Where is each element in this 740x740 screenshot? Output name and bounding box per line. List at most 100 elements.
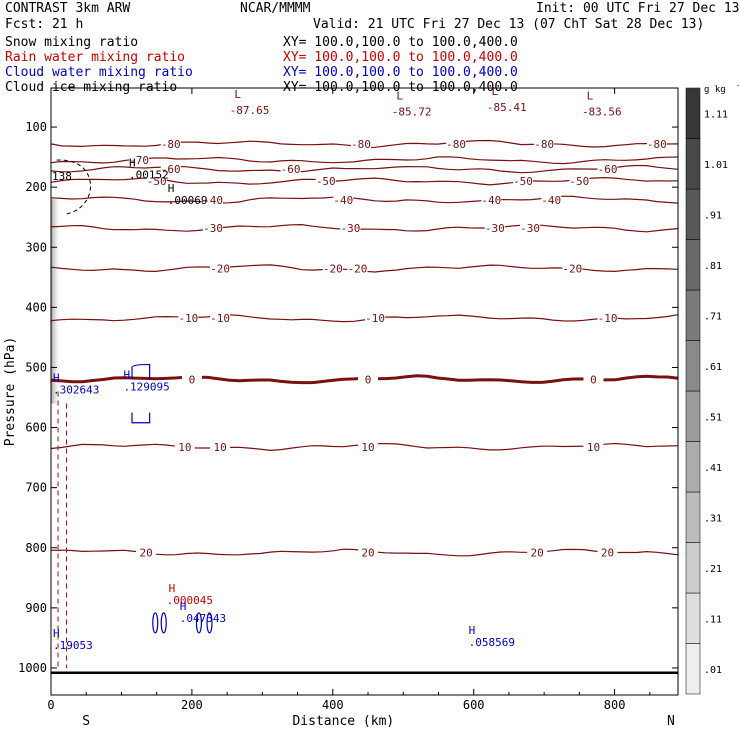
y-tick-label: 300: [25, 240, 47, 254]
field-name-rain: Rain water mixing ratio: [5, 50, 186, 65]
x-tick-label: 400: [322, 698, 344, 712]
snow-high-marker: H: [129, 156, 136, 169]
colorbar-label: .71: [704, 311, 722, 322]
contour-label: -10: [598, 312, 618, 325]
colorbar-label: .81: [704, 261, 722, 272]
contour-label-mask: [562, 262, 583, 275]
colorbar-label: 1.01: [704, 160, 728, 171]
low-center-marker: L: [492, 85, 499, 98]
y-tick-label: 500: [25, 360, 47, 374]
low-center-marker: L: [396, 89, 403, 102]
cloud-water-contour: [195, 612, 203, 634]
contour-label-mask: [350, 137, 371, 150]
contour-label: -30: [520, 222, 540, 235]
contour-label-mask: [484, 222, 505, 235]
contour-label: 10: [178, 441, 191, 454]
contour-label: 0: [590, 373, 597, 386]
contour-label: -50: [147, 175, 167, 188]
cloud-water-contour: [131, 412, 151, 424]
cloud-water-contour: [152, 612, 159, 634]
cloud-water-high-marker: H: [53, 371, 60, 384]
contour-line-minus70: [50, 156, 679, 165]
colorbar-swatch: [685, 87, 701, 139]
colorbar-label: .31: [704, 513, 722, 524]
cloud-water-high-value: .302643: [53, 383, 99, 396]
contour-label-mask: [646, 137, 667, 150]
colorbar-label: .21: [704, 564, 722, 575]
contour-label-mask: [358, 546, 379, 559]
contour-label: -80: [534, 138, 554, 151]
contour-label-mask: [569, 175, 590, 188]
contour-label: -40: [203, 194, 223, 207]
y-tick-label: 100: [25, 120, 47, 134]
contour-label-mask: [280, 163, 301, 176]
y-tick-label: 600: [25, 421, 47, 435]
cloud-water-high-marker: H: [123, 368, 130, 381]
contour-label-mask: [358, 373, 379, 386]
contour-label: -30: [485, 222, 505, 235]
contour-label-mask: [160, 163, 181, 176]
colorbar-label: .61: [704, 362, 722, 373]
contour-label: -20: [210, 262, 230, 275]
contour-line-minus60: [50, 164, 679, 174]
snow-high-value: .00152: [129, 168, 169, 181]
contour-label: -80: [446, 138, 466, 151]
contour-label: -80: [351, 138, 371, 151]
forecast-hour: Fcst: 21 h: [5, 17, 84, 32]
low-center-value: -87.65: [230, 104, 270, 117]
contour-label: 20: [601, 547, 614, 560]
snow-high-marker: H: [168, 182, 175, 195]
y-tick-label: 900: [25, 601, 47, 615]
contour-label: -80: [647, 138, 667, 151]
contour-label-mask: [210, 262, 231, 275]
field-xy-rain: XY= 100.0,100.0 to 100.0,400.0: [283, 50, 518, 65]
contour-label: -20: [348, 262, 368, 275]
contour-label: -20: [562, 262, 582, 275]
contour-label: -60: [161, 163, 181, 176]
cloud-water-high-value: .047343: [180, 612, 226, 625]
contour-line-minus10: [50, 314, 679, 323]
contour-label-mask: [129, 154, 150, 167]
contour-label-mask: [597, 546, 618, 559]
contour-label-mask: [583, 440, 604, 453]
cloud-water-high-value: .19053: [53, 639, 93, 652]
x-tick-label: 200: [181, 698, 203, 712]
contour-label: -20: [323, 262, 343, 275]
plot-frame: [50, 87, 679, 696]
contour-label: -80: [161, 138, 181, 151]
field-name-cloud-water: Cloud water mixing ratio: [5, 65, 193, 80]
colorbar-swatch: [685, 643, 701, 695]
field-xy-snow: XY= 100.0,100.0 to 100.0,400.0: [283, 35, 518, 50]
contour-label: -30: [340, 222, 360, 235]
contour-line-minus30: [50, 223, 679, 233]
contour-label-mask: [333, 193, 354, 206]
contour-label: -40: [333, 194, 353, 207]
colorbar-swatch: [685, 138, 701, 190]
contour-label-mask: [365, 312, 386, 325]
rain-high-marker: H: [169, 582, 176, 595]
cloud-water-high-marker: H: [469, 624, 476, 637]
low-center-value: -85.72: [392, 105, 432, 118]
contour-label: -30: [203, 222, 223, 235]
contour-label-mask: [481, 193, 502, 206]
cloud-water-high-value: .129095: [123, 380, 169, 393]
cloud-water-contour: [206, 612, 213, 634]
contour-label-mask: [203, 193, 224, 206]
contour-label: -70: [129, 154, 149, 167]
cloud-water-contour: [160, 612, 167, 634]
x-tick-label: 800: [604, 698, 626, 712]
colorbar-swatch: [685, 491, 701, 543]
y-tick-label: 800: [25, 541, 47, 555]
contour-label: -60: [598, 163, 618, 176]
cloud-water-high-marker: H: [180, 600, 187, 613]
contour-label-mask: [347, 262, 368, 275]
x-axis-title: Distance (km): [292, 714, 394, 729]
contour-label-mask: [322, 262, 343, 275]
snow-high-value: .00069: [168, 194, 208, 207]
contour-label-mask: [340, 222, 361, 235]
contour-label: -10: [365, 312, 385, 325]
contour-label: 10: [361, 441, 374, 454]
y-tick-label: 200: [25, 180, 47, 194]
low-center-value: -85.41: [487, 101, 527, 114]
contour-label: 20: [139, 547, 152, 560]
